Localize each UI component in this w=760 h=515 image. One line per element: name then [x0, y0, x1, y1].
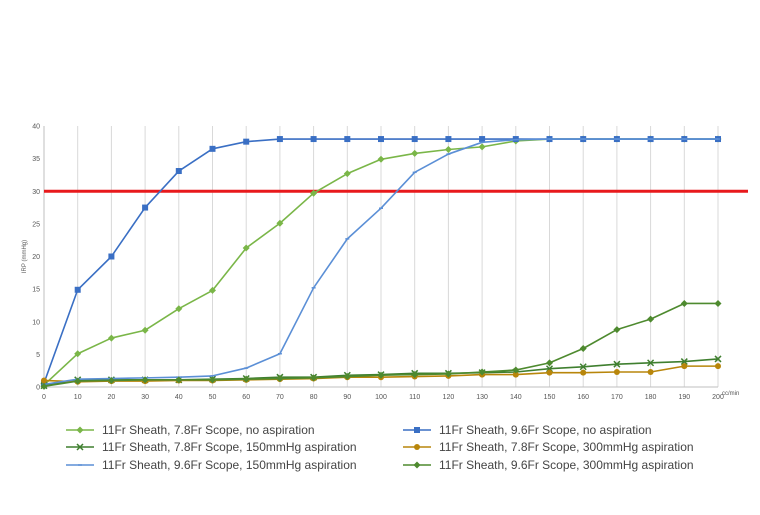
data-point — [546, 369, 553, 376]
y-tick-label: 40 — [32, 124, 40, 131]
data-point — [242, 375, 250, 383]
data-point — [647, 359, 655, 367]
data-point — [41, 377, 47, 384]
x-tick-label: 150 — [544, 394, 556, 401]
data-point — [343, 170, 351, 178]
data-point — [40, 382, 48, 390]
x-tick-label: 30 — [141, 394, 149, 401]
data-point — [647, 368, 654, 375]
x-tick-label: 50 — [209, 394, 217, 401]
data-point — [107, 334, 115, 342]
data-point — [681, 363, 688, 370]
data-point — [209, 286, 216, 294]
data-point — [478, 368, 486, 376]
y-axis-label: IRP (mmHg) — [22, 240, 28, 273]
tick-labels: 0 5 10 15 20 25 30 35 40 0 10 20 30 40 50 60 70 80 90 100 11… — [32, 124, 724, 402]
grid-lines — [77, 126, 719, 387]
data-point — [580, 369, 587, 376]
data-point — [512, 366, 520, 374]
x-tick-label: 110 — [409, 394, 420, 401]
data-point — [344, 136, 351, 143]
y-tick-label: 30 — [32, 189, 40, 196]
data-point — [276, 136, 283, 143]
data-point — [512, 371, 519, 378]
data-point — [680, 358, 688, 366]
y-tick-label: 20 — [32, 254, 40, 261]
data-point — [175, 376, 183, 384]
data-point — [378, 136, 384, 143]
data-point — [579, 363, 587, 371]
data-point — [107, 376, 115, 384]
x-tick-label: 180 — [645, 394, 657, 401]
data-point — [546, 359, 553, 367]
data-point — [343, 373, 351, 381]
data-point — [478, 143, 486, 151]
y-tick-label: 35 — [32, 156, 40, 163]
data-point — [444, 370, 452, 378]
x-tick-label: 200 — [712, 394, 724, 401]
x-axis-label: cc/min — [722, 391, 739, 397]
data-point — [613, 368, 620, 375]
data-point — [680, 299, 688, 307]
y-tick-label: 0 — [36, 385, 40, 392]
x-tick-label: 170 — [611, 394, 623, 401]
x-tick-label: 20 — [108, 394, 116, 401]
data-point — [714, 299, 722, 307]
data-point — [243, 138, 250, 145]
data-point — [377, 371, 385, 379]
data-point — [74, 377, 82, 385]
data-point — [175, 168, 182, 175]
data-point — [613, 326, 621, 334]
y-tick-label: 5 — [36, 352, 40, 359]
y-tick-label: 25 — [32, 221, 40, 228]
data-point — [715, 363, 721, 370]
data-point — [411, 371, 419, 379]
data-point — [141, 326, 149, 334]
data-point — [74, 350, 82, 358]
data-point — [276, 375, 284, 383]
x-tick-label: 100 — [375, 394, 387, 401]
data-point — [444, 145, 452, 153]
x-tick-label: 70 — [276, 394, 284, 401]
data-point — [714, 355, 722, 363]
data-point — [647, 315, 655, 323]
x-tick-label: 80 — [310, 394, 318, 401]
data-point — [411, 136, 418, 143]
axes — [43, 126, 718, 388]
data-point — [74, 286, 81, 293]
data-point — [310, 374, 318, 382]
y-tick-label: 10 — [32, 319, 40, 326]
data-point — [175, 305, 183, 313]
data-point — [142, 204, 149, 211]
y-tick-label: 15 — [32, 287, 40, 294]
data-point — [209, 376, 216, 384]
data-point — [141, 376, 149, 384]
data-point — [613, 360, 621, 368]
x-tick-label: 130 — [476, 394, 488, 401]
data-point — [445, 136, 452, 143]
data-point — [276, 219, 284, 227]
x-tick-label: 140 — [510, 394, 522, 401]
x-tick-label: 90 — [343, 394, 351, 401]
data-point — [411, 149, 419, 157]
data-point — [377, 155, 385, 163]
x-tick-label: 40 — [175, 394, 183, 401]
x-tick-label: 120 — [443, 394, 455, 401]
data-point — [242, 244, 250, 252]
data-point — [108, 253, 115, 260]
x-tick-label: 10 — [74, 394, 82, 401]
x-tick-label: 190 — [678, 394, 690, 401]
series-5 — [40, 299, 722, 390]
x-tick-label: 0 — [42, 394, 46, 401]
series-layer — [40, 135, 722, 390]
x-tick-label: 60 — [242, 394, 250, 401]
data-point — [479, 136, 486, 143]
data-point — [209, 145, 216, 152]
data-point — [310, 189, 318, 197]
data-point — [579, 345, 587, 353]
data-point — [310, 136, 317, 143]
x-tick-label: 160 — [577, 394, 589, 401]
